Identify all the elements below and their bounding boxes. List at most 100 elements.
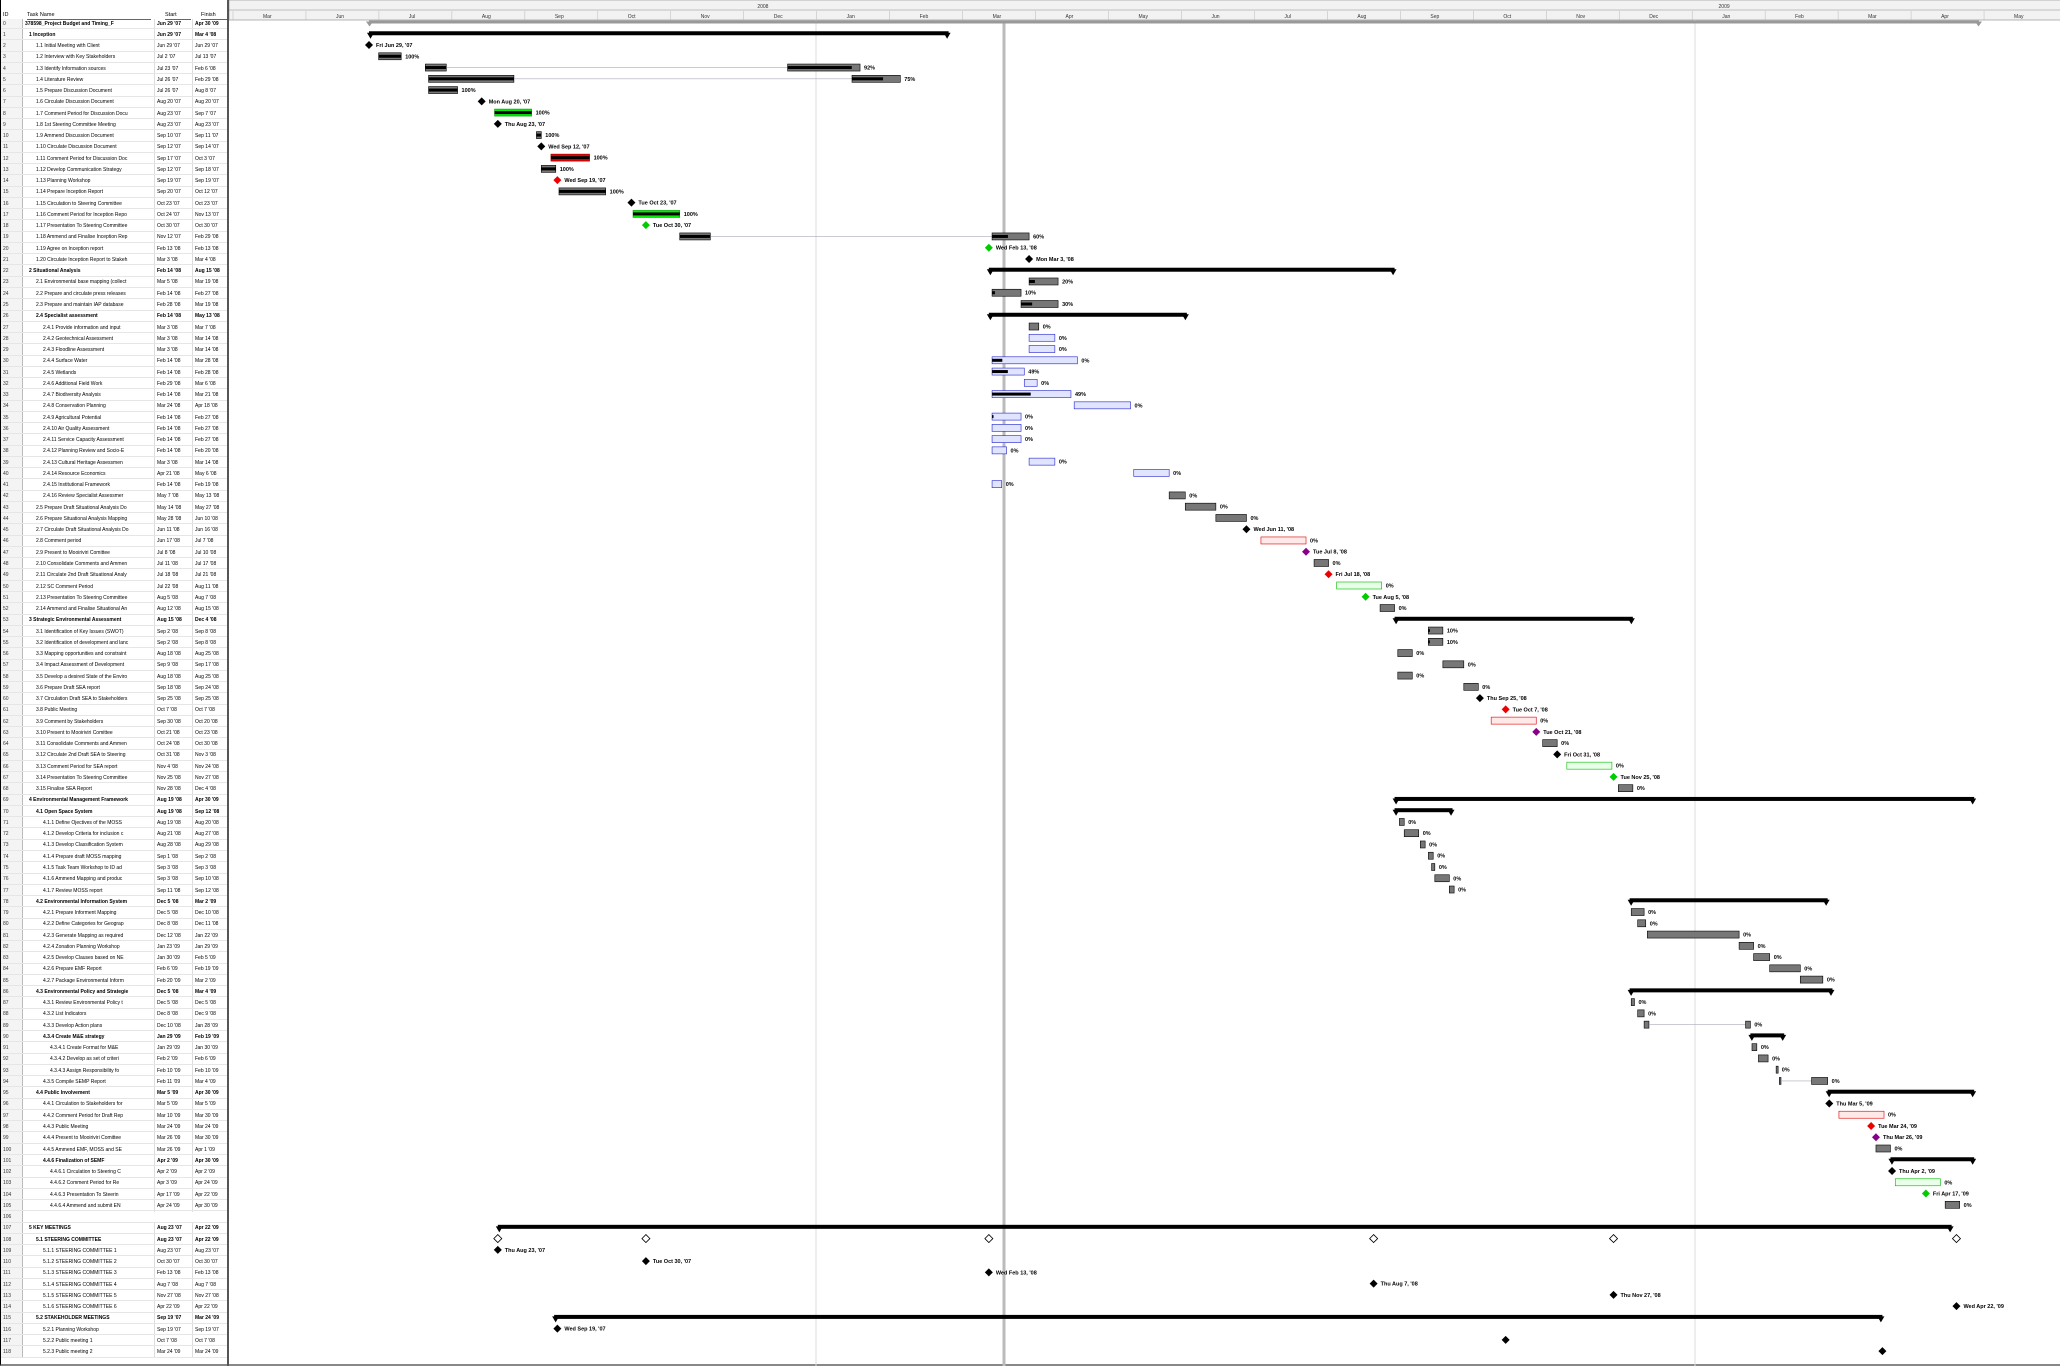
- milestone-diamond[interactable]: [1324, 570, 1333, 579]
- milestone-diamond[interactable]: [1878, 1347, 1887, 1356]
- table-row[interactable]: 87 4.3.1 Review Environmental Policy t Dec…: [1, 998, 227, 1010]
- table-row[interactable]: 83 4.2.5 Develop Clauses based on NE Jan 3…: [1, 953, 227, 965]
- table-row[interactable]: 33 2.4.7 Biodiversity Analysis Feb 14 '08 M…: [1, 390, 227, 402]
- task-bar[interactable]: [1643, 1020, 1650, 1029]
- table-row[interactable]: 55 3.2 Identification of development and …: [1, 637, 227, 650]
- table-row[interactable]: 69 4 Environmental Management Framework Au…: [1, 795, 227, 807]
- table-row[interactable]: 28 2.4.2 Geotechnical Assessment Mar 3 '08…: [1, 333, 227, 346]
- table-row[interactable]: 112 5.1.4 STEERING COMMITTEE 4 Aug 7 '08 Au…: [1, 1279, 227, 1291]
- table-row[interactable]: 62 3.9 Comment by Stakeholders Sep 30 '08 O…: [1, 716, 227, 728]
- task-bar[interactable]: [1758, 1054, 1769, 1063]
- task-bar[interactable]: [1779, 1077, 1782, 1085]
- milestone-diamond[interactable]: [553, 176, 562, 185]
- table-row[interactable]: 3 1.2 Interview with Key Stakeholders Jul …: [1, 52, 227, 64]
- summary-bar[interactable]: [1394, 808, 1453, 813]
- table-row[interactable]: 46 2.8 Comment period Jun 17 '08 Jul 7 '08: [1, 536, 227, 548]
- table-row[interactable]: 72 4.1.2 Develop Criteria for inclusion c…: [1, 829, 227, 841]
- table-row[interactable]: 95 4.4 Public Involvement Mar 5 '09 Apr 30 …: [1, 1088, 227, 1100]
- milestone-diamond[interactable]: [1888, 1167, 1897, 1176]
- task-bar[interactable]: [991, 424, 1022, 432]
- milestone-diamond[interactable]: [365, 41, 373, 50]
- table-row[interactable]: 49 2.11 Circulate 2nd Draft Situational A…: [1, 570, 227, 582]
- task-bar[interactable]: [1028, 457, 1056, 466]
- milestone-diamond[interactable]: [1302, 547, 1311, 556]
- table-row[interactable]: 15 1.14 Prepare Inception Report Sep 20 '0…: [1, 187, 227, 199]
- table-row[interactable]: 38 2.4.12 Planning Review and Socio-E Feb …: [1, 446, 227, 458]
- table-row[interactable]: 20 1.19 Agree on Inception report Feb 13 '…: [1, 243, 227, 255]
- milestone-diamond[interactable]: [984, 243, 993, 252]
- table-row[interactable]: 66 3.13 Comment Period for SEA report Nov …: [1, 761, 227, 773]
- table-row[interactable]: 25 2.3 Prepare and maintain IAP database F…: [1, 300, 227, 312]
- table-row[interactable]: 59 3.6 Prepare Draft SEA report Sep 18 '08…: [1, 682, 227, 695]
- table-row[interactable]: 4 1.3 Identify Information sources Jul 23 …: [1, 63, 227, 75]
- table-row[interactable]: 7 1.6 Circulate Discussion Document Aug 20…: [1, 97, 227, 109]
- table-row[interactable]: 103 4.4.6.2 Comment Period for Re Apr 3 '0…: [1, 1178, 227, 1190]
- task-bar[interactable]: [991, 412, 1022, 421]
- table-row[interactable]: 51 2.13 Presentation To Steering Committe…: [1, 592, 227, 605]
- summary-bar[interactable]: [369, 31, 949, 36]
- task-bar[interactable]: [1028, 345, 1056, 353]
- milestone-diamond[interactable]: [1532, 727, 1541, 736]
- table-row[interactable]: 45 2.7 Circulate Draft Situational Analys…: [1, 525, 227, 537]
- task-bar[interactable]: [991, 356, 1078, 365]
- task-bar[interactable]: [1133, 469, 1170, 477]
- table-row[interactable]: 106: [1, 1212, 227, 1224]
- table-row[interactable]: 63 3.10 Present to Mooiriviri Comittee Oct…: [1, 727, 227, 740]
- table-row[interactable]: 31 2.4.5 Wetlands Feb 14 '08 Feb 28 '08: [1, 367, 227, 379]
- task-bar[interactable]: [991, 435, 1022, 443]
- task-bar[interactable]: [1215, 514, 1247, 522]
- table-row[interactable]: 22 2 Situational Analysis Feb 14 '08 Aug 15…: [1, 266, 227, 278]
- summary-bar[interactable]: [1394, 796, 1975, 801]
- task-bar[interactable]: [1431, 863, 1436, 871]
- table-row[interactable]: 70 4.1 Open Space System Aug 19 '08 Sep 12 …: [1, 806, 227, 818]
- table-row[interactable]: 16 1.15 Circulation to Steering Committee…: [1, 198, 227, 210]
- task-bar[interactable]: [1399, 818, 1405, 826]
- table-row[interactable]: 37 2.4.11 Service Capacity Assessment Feb …: [1, 435, 227, 447]
- table-row[interactable]: 94 4.3.5 Compile SEMP Report Feb 11 '09 Mar…: [1, 1076, 227, 1089]
- table-row[interactable]: 2 1.1 Initial Meeting with Client Jun 29 '…: [1, 41, 227, 53]
- table-row[interactable]: 79 4.2.1 Prepare Informent Mapping Dec 5 '…: [1, 908, 227, 920]
- column-header-task-name[interactable]: Task Name: [27, 10, 151, 20]
- task-bar[interactable]: [1630, 908, 1645, 916]
- table-row[interactable]: 48 2.10 Consolidate Comments and Ammen Jul…: [1, 558, 227, 571]
- table-row[interactable]: 74 4.1.4 Prepare draft MOSS mapping Sep 1 …: [1, 851, 227, 864]
- summary-bar[interactable]: [554, 1314, 1883, 1319]
- summary-bar[interactable]: [1629, 988, 1833, 993]
- milestone-diamond[interactable]: [537, 142, 546, 151]
- summary-bar[interactable]: [1750, 1033, 1785, 1038]
- table-row[interactable]: 91 4.3.4.1 Create Format for M&E Jan 29 '0…: [1, 1043, 227, 1055]
- task-bar[interactable]: [991, 288, 1022, 297]
- table-row[interactable]: 41 2.4.15 Institutional Framework Feb 14 '…: [1, 480, 227, 492]
- task-bar[interactable]: [1618, 784, 1634, 792]
- table-row[interactable]: 100 4.4.5 Ammend EMF, MOSS and SE Mar 26 '…: [1, 1144, 227, 1156]
- table-row[interactable]: 107 5 KEY MEETINGS Aug 23 '07 Apr 22 '09: [1, 1223, 227, 1235]
- table-row[interactable]: 92 4.3.4.2 Develop as set of criteri Feb 2…: [1, 1054, 227, 1066]
- task-bar[interactable]: [1397, 649, 1413, 657]
- summary-bar[interactable]: [1890, 1157, 1975, 1162]
- summary-bar[interactable]: [988, 267, 1395, 272]
- table-row[interactable]: 114 5.1.6 STEERING COMMITTEE 6 Apr 22 '09 A…: [1, 1302, 227, 1314]
- table-row[interactable]: 98 4.4.3 Public Meeting Mar 24 '09 Mar 24 '…: [1, 1121, 227, 1134]
- table-row[interactable]: 11 1.10 Circulate Discussion Document Sep …: [1, 142, 227, 154]
- gantt-chart[interactable]: 2008 2009 Mar Jun Jul Aug Sep Oct Nov Dec Jan Feb Ma…: [229, 0, 2060, 1366]
- table-row[interactable]: 102 4.4.6.1 Circulation to Steering C Apr …: [1, 1167, 227, 1179]
- task-bar[interactable]: [1073, 401, 1131, 410]
- milestone-diamond[interactable]: [493, 119, 502, 128]
- task-bar[interactable]: [1753, 953, 1770, 961]
- task-bar[interactable]: [1397, 671, 1413, 680]
- summary-bar[interactable]: [497, 1224, 1952, 1229]
- task-bar[interactable]: [1490, 716, 1537, 725]
- table-row[interactable]: 26 2.4 Specialist assessment Feb 14 '08 May…: [1, 311, 227, 323]
- table-row[interactable]: 6 1.5 Prepare Discussion Document Jul 26 '…: [1, 86, 227, 98]
- table-row[interactable]: 108 5.1 STEERING COMMITTEE Aug 23 '07 Apr 2…: [1, 1234, 227, 1246]
- milestone-diamond[interactable]: [1952, 1302, 1961, 1311]
- task-bar[interactable]: [1738, 942, 1754, 950]
- table-row[interactable]: 58 3.5 Develop a desired State of the Env…: [1, 671, 227, 683]
- table-row[interactable]: 56 3.3 Mapping opportunities and constrai…: [1, 649, 227, 661]
- milestone-diamond[interactable]: [1475, 694, 1484, 703]
- table-row[interactable]: 40 2.4.14 Resource Economics Apr 21 '08 May…: [1, 468, 227, 481]
- summary-bar[interactable]: [1827, 1089, 1975, 1094]
- table-row[interactable]: 43 2.5 Prepare Draft Situational Analysis…: [1, 502, 227, 514]
- table-row[interactable]: 13 1.12 Develop Communication Strategy Sep…: [1, 164, 227, 177]
- task-bar[interactable]: [1944, 1201, 1960, 1209]
